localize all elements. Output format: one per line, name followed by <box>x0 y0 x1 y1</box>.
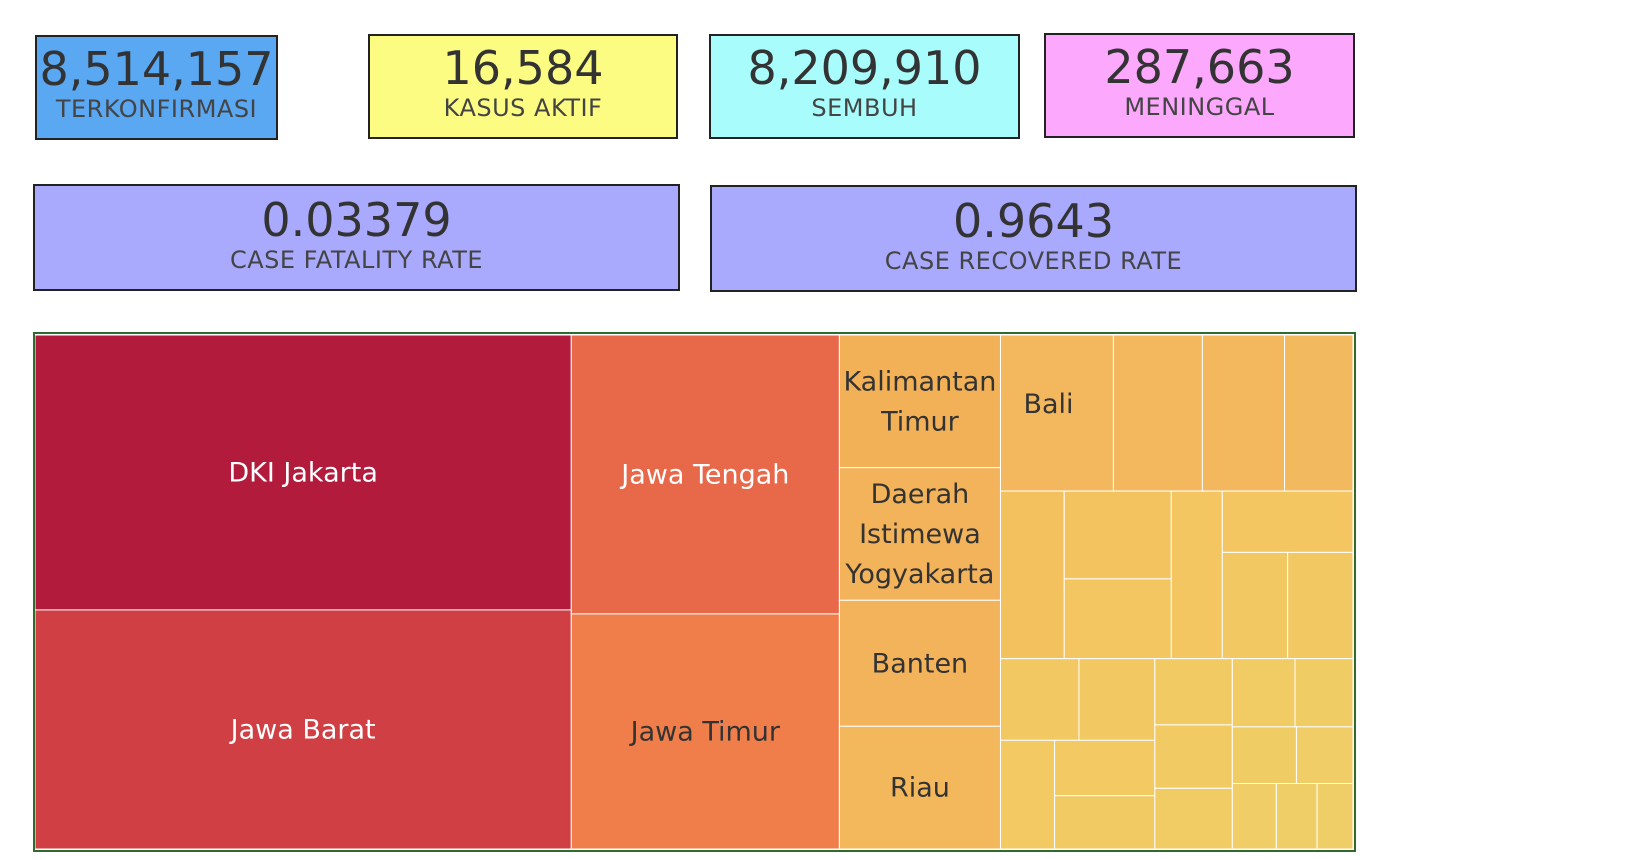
treemap-tile-rect[interactable] <box>1054 739 1156 797</box>
cfr-value: 0.03379 <box>261 193 452 247</box>
treemap-tile[interactable] <box>1170 490 1223 660</box>
treemap-tile-rect[interactable] <box>570 613 840 849</box>
treemap-tile-rect[interactable] <box>1112 335 1203 492</box>
treemap-svg: DKI Jakarta Jawa Barat Jawa Tengah Jawa Tim… <box>35 335 1353 849</box>
treemap-tile[interactable] <box>1054 739 1156 797</box>
card-meninggal: 287,663 MENINGGAL <box>1044 33 1355 138</box>
card-case-recovered-rate: 0.9643 CASE RECOVERED RATE <box>710 185 1357 292</box>
treemap-tile-rect[interactable] <box>1221 551 1289 660</box>
treemap-tile-rect[interactable] <box>1284 335 1353 492</box>
treemap-tile-rect[interactable] <box>1287 551 1353 660</box>
treemap-tile-rect[interactable] <box>1294 658 1353 728</box>
treemap-tile-rect[interactable] <box>1295 726 1353 784</box>
treemap-tile[interactable]: Jawa Timur <box>570 613 840 849</box>
treemap-tile-rect[interactable] <box>1275 782 1318 849</box>
treemap-tile-label: Kalimantan Timur <box>843 366 996 437</box>
treemap-tile[interactable]: Daerah Istimewa Yogyakarta <box>838 467 1001 601</box>
card-kasus-aktif: 16,584 KASUS AKTIF <box>368 34 678 139</box>
card-case-fatality-rate: 0.03379 CASE FATALITY RATE <box>33 184 680 291</box>
treemap-tile[interactable] <box>1078 658 1156 741</box>
treemap-tile[interactable] <box>1221 490 1353 553</box>
treemap-tile[interactable]: Kalimantan Timur <box>838 335 1001 469</box>
treemap-tile-rect[interactable] <box>1231 726 1297 784</box>
treemap-tile-label: Jawa Barat <box>229 714 376 745</box>
treemap-tile-label: Jawa Timur <box>629 716 781 747</box>
card-sembuh: 8,209,910 SEMBUH <box>709 34 1020 139</box>
treemap-tile[interactable] <box>1221 551 1289 660</box>
treemap-tile-rect[interactable] <box>999 335 1114 492</box>
treemap-tile[interactable]: Banten <box>838 599 1001 727</box>
sembuh-value: 8,209,910 <box>747 41 982 95</box>
treemap-tile[interactable] <box>1294 658 1353 728</box>
treemap-tile-rect[interactable] <box>1078 658 1156 741</box>
treemap-tile-label: Jawa Tengah <box>619 459 789 490</box>
treemap-tile-rect[interactable] <box>35 335 572 611</box>
treemap-tile[interactable] <box>999 490 1065 660</box>
province-treemap: DKI Jakarta Jawa Barat Jawa Tengah Jawa Tim… <box>35 335 1353 849</box>
terkonfirmasi-value: 8,514,157 <box>39 42 274 96</box>
meninggal-label: MENINGGAL <box>1124 93 1275 121</box>
meninggal-value: 287,663 <box>1104 40 1295 94</box>
treemap-tile-rect[interactable] <box>838 599 1001 727</box>
treemap-tile-rect[interactable] <box>1221 490 1353 553</box>
treemap-tile[interactable] <box>1112 335 1203 492</box>
treemap-tile-rect[interactable] <box>999 739 1056 849</box>
treemap-tile[interactable] <box>1054 795 1156 849</box>
treemap-tile[interactable] <box>1063 490 1172 580</box>
crr-value: 0.9643 <box>953 194 1114 248</box>
treemap-tile[interactable]: Jawa Tengah <box>570 335 840 615</box>
kasus-aktif-label: KASUS AKTIF <box>443 94 603 122</box>
treemap-tile[interactable] <box>1231 782 1277 849</box>
treemap-tile-label: Riau <box>890 773 950 804</box>
treemap-tile-rect[interactable] <box>1063 578 1172 660</box>
treemap-tile[interactable]: DKI Jakarta <box>35 335 572 611</box>
treemap-tile[interactable] <box>1231 726 1297 784</box>
treemap-tile-rect[interactable] <box>1170 490 1223 660</box>
treemap-tile[interactable] <box>1295 726 1353 784</box>
treemap-tile-rect[interactable] <box>1154 724 1233 789</box>
treemap-tile-rect[interactable] <box>570 335 840 615</box>
sembuh-label: SEMBUH <box>811 94 918 122</box>
kasus-aktif-value: 16,584 <box>442 41 604 95</box>
treemap-tile[interactable] <box>999 658 1080 741</box>
treemap-tile-rect[interactable] <box>1154 658 1233 726</box>
treemap-tile-rect[interactable] <box>1231 782 1277 849</box>
treemap-tile[interactable] <box>1063 578 1172 660</box>
treemap-tile[interactable] <box>1154 724 1233 789</box>
treemap-tile[interactable]: Bali <box>999 335 1114 492</box>
crr-label: CASE RECOVERED RATE <box>884 247 1183 275</box>
treemap-tile[interactable] <box>1154 658 1233 726</box>
treemap-tile[interactable] <box>1275 782 1318 849</box>
treemap-tile-label: DKI Jakarta <box>228 457 378 488</box>
treemap-tile[interactable] <box>1284 335 1353 492</box>
cfr-label: CASE FATALITY RATE <box>229 246 484 274</box>
treemap-tile[interactable] <box>999 739 1056 849</box>
treemap-tile-rect[interactable] <box>838 467 1001 601</box>
treemap-tile[interactable]: Jawa Barat <box>35 609 572 849</box>
treemap-tile-rect[interactable] <box>1063 490 1172 580</box>
treemap-tile-rect[interactable] <box>1231 658 1296 728</box>
terkonfirmasi-label: TERKONFIRMASI <box>55 95 258 123</box>
treemap-tile-label: Bali <box>1023 389 1073 420</box>
card-terkonfirmasi: 8,514,157 TERKONFIRMASI <box>35 35 278 140</box>
treemap-tile[interactable] <box>1154 787 1233 849</box>
treemap-tile[interactable]: Riau <box>838 725 1001 849</box>
treemap-tile-rect[interactable] <box>1054 795 1156 849</box>
treemap-tile[interactable] <box>1316 782 1353 849</box>
treemap-tile-label: Daerah Istimewa Yogyakarta <box>844 479 994 590</box>
treemap-tile[interactable] <box>1231 658 1296 728</box>
treemap-tile-label: Banten <box>872 648 969 679</box>
treemap-tile-rect[interactable] <box>999 490 1065 660</box>
treemap-tile[interactable] <box>1287 551 1353 660</box>
treemap-tile-rect[interactable] <box>1316 782 1353 849</box>
treemap-tile[interactable] <box>1201 335 1286 492</box>
treemap-tile-rect[interactable] <box>1154 787 1233 849</box>
treemap-tile-rect[interactable] <box>838 335 1001 469</box>
treemap-tile-rect[interactable] <box>1201 335 1286 492</box>
treemap-tile-rect[interactable] <box>999 658 1080 741</box>
